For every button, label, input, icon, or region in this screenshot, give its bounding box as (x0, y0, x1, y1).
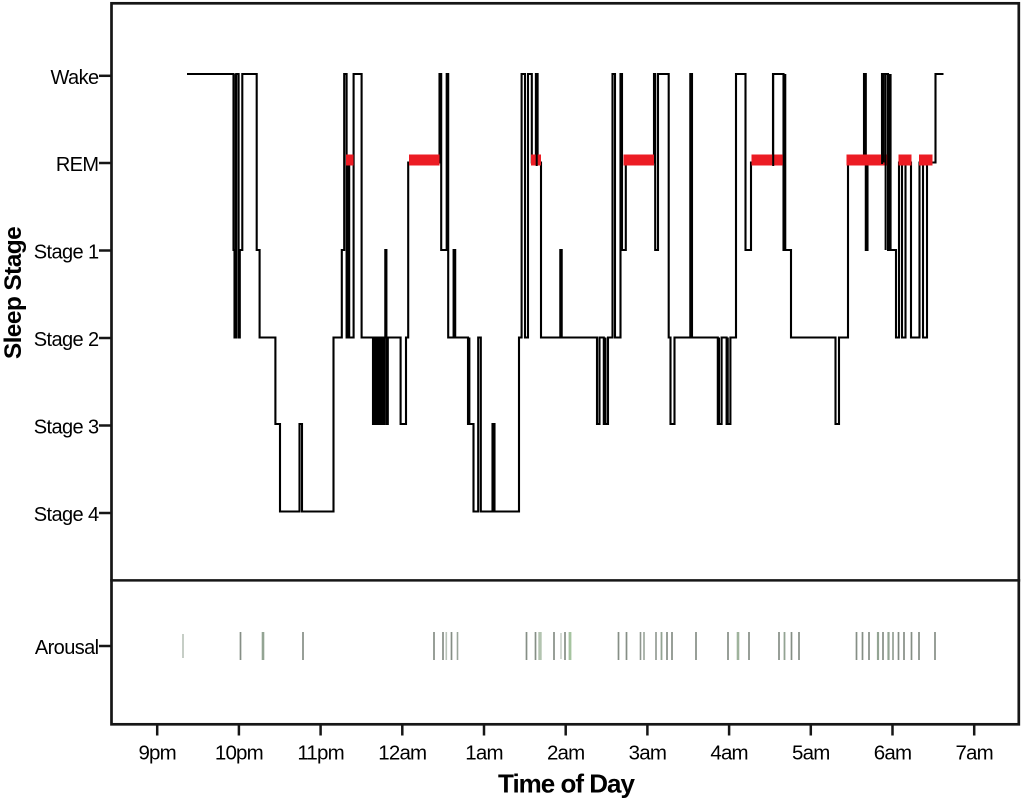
svg-text:11pm: 11pm (297, 742, 344, 765)
svg-text:Wake: Wake (51, 67, 99, 89)
svg-text:Arousal: Arousal (35, 637, 99, 659)
svg-text:10pm: 10pm (215, 742, 263, 765)
svg-text:9pm: 9pm (138, 742, 175, 765)
svg-text:Stage 1: Stage 1 (34, 242, 99, 264)
svg-text:REM: REM (56, 154, 99, 176)
svg-text:4am: 4am (710, 742, 747, 765)
svg-text:1am: 1am (465, 742, 502, 765)
svg-text:3am: 3am (629, 742, 666, 765)
svg-text:6am: 6am (874, 742, 911, 765)
svg-text:7am: 7am (955, 742, 992, 765)
svg-text:Time of Day: Time of Day (498, 769, 635, 799)
svg-text:Stage 3: Stage 3 (34, 417, 99, 439)
svg-text:Stage 2: Stage 2 (34, 329, 99, 351)
svg-text:5am: 5am (792, 742, 829, 765)
svg-text:12am: 12am (378, 742, 426, 765)
svg-text:Stage 4: Stage 4 (34, 504, 99, 526)
svg-text:2am: 2am (547, 742, 584, 765)
svg-text:Sleep Stage: Sleep Stage (0, 227, 27, 359)
